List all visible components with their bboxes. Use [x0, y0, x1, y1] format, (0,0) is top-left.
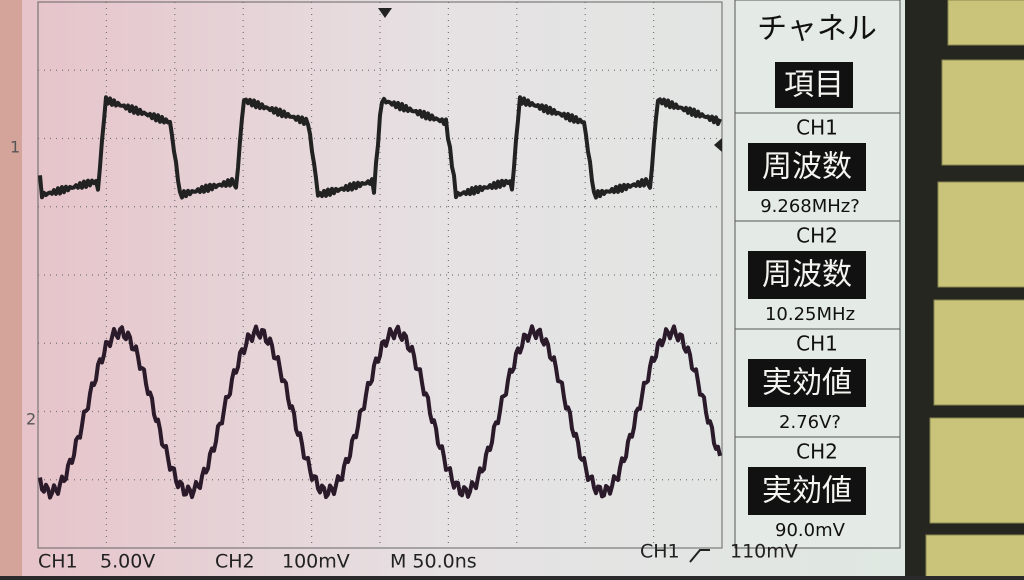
- status-timebase: M 50.0ns: [390, 551, 477, 573]
- ch2-marker: 2: [26, 410, 36, 429]
- status-ch2-scale: 100mV: [282, 551, 350, 573]
- measurement-highlight: [748, 143, 866, 191]
- measurement-label: 実効値: [762, 474, 852, 509]
- graticule: [38, 2, 722, 548]
- ch1-waveform: [38, 95, 722, 200]
- status-ch1: CH1: [38, 551, 78, 573]
- measurement-value: 10.25MHz: [765, 304, 855, 325]
- measurement-channel: CH2: [796, 224, 838, 248]
- trigger-position: [378, 8, 392, 18]
- status-ch1-scale: 5.00V: [100, 551, 155, 573]
- measurement-value: 9.268MHz?: [760, 196, 860, 217]
- trigger-level-marker: [714, 138, 722, 152]
- measurement-label: 周波数: [762, 150, 852, 185]
- measurement-label: 周波数: [762, 258, 852, 293]
- screen-border: [37, 1, 723, 549]
- status-trigger-level: 110mV: [730, 541, 798, 563]
- measurement-highlight: [748, 251, 866, 299]
- menu-highlight: [775, 62, 853, 108]
- menu-title: チャネル: [757, 12, 877, 47]
- ch1-marker: 1: [10, 138, 20, 157]
- status-ch2: CH2: [215, 551, 255, 573]
- buttons: [925, 0, 1024, 580]
- measurement-highlight: [748, 359, 866, 407]
- status-trigger-source: CH1: [640, 541, 680, 563]
- bezel-left: [0, 0, 22, 576]
- menu: チャネル 項目 CH1 周波数 9.268MHz? CH2 周波数 10.25MHz CH1…: [734, 0, 901, 549]
- measurement-channel: CH1: [796, 116, 838, 140]
- measurement-value: 90.0mV: [775, 520, 846, 541]
- status-bar: CH1 5.00V CH2 100mV M 50.0ns CH1 110mV: [38, 541, 798, 573]
- measurement-channel: CH2: [796, 440, 838, 464]
- trigger-slope: [689, 549, 710, 563]
- measurement-highlight: [748, 467, 866, 515]
- menu-item: 項目: [784, 68, 844, 103]
- measurement-label: 実効値: [762, 366, 852, 401]
- ch2-waveform: [38, 324, 722, 500]
- measurement-value: 2.76V?: [779, 412, 841, 433]
- measurement-channel: CH1: [796, 332, 838, 356]
